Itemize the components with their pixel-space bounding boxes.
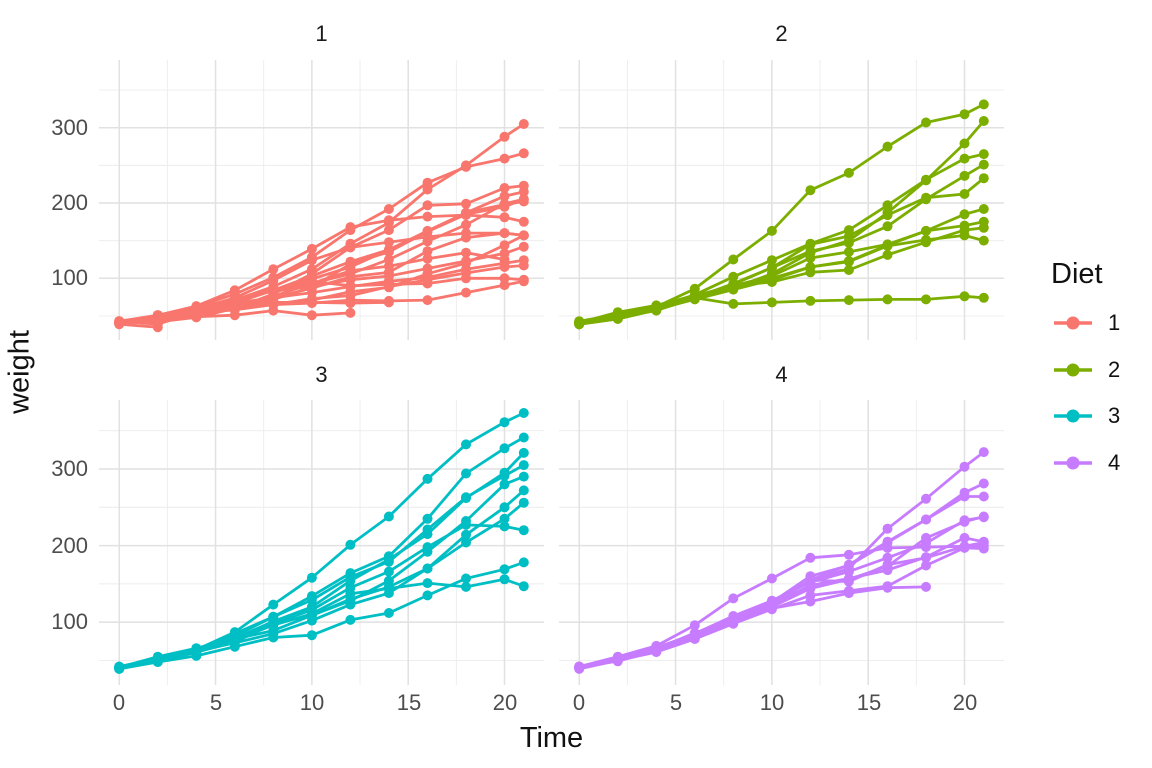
chick-line-30: [579, 233, 985, 324]
legend-item-label: 4: [1108, 450, 1121, 475]
chick-lines: [118, 411, 525, 671]
chick-line-38: [118, 475, 525, 669]
major-gridlines: [559, 60, 1004, 340]
minor-gridlines: [559, 400, 1004, 685]
chick-points: [114, 408, 529, 674]
panel-diet-3: [99, 400, 544, 685]
x-tick-label: 0: [572, 690, 586, 715]
chick-lines: [118, 122, 525, 329]
major-gridlines: [99, 400, 544, 685]
chick-line-37: [119, 561, 525, 669]
x-tick-label: 10: [299, 690, 325, 715]
legend-item-label: 3: [1108, 403, 1121, 428]
chick-line-42: [579, 482, 985, 668]
y-axis-title: weight: [3, 330, 36, 414]
panel-diet-1: [99, 60, 544, 340]
panel-diet-2: [559, 60, 1004, 340]
y-tick-label: 300: [51, 456, 88, 481]
legend-item-diet-3: 3: [1053, 402, 1120, 430]
chick-line-21: [578, 103, 985, 325]
legend-key-icon: [1054, 316, 1092, 330]
legend-item-label: 2: [1108, 357, 1121, 382]
legend-key-icon: [1054, 409, 1092, 423]
legend-item-diet-2: 2: [1053, 356, 1120, 384]
chick-line-18: [119, 322, 158, 329]
major-gridlines: [559, 400, 1004, 685]
chick-points: [114, 119, 529, 333]
x-tick-label: 10: [759, 690, 785, 715]
legend-title: Diet: [1051, 258, 1103, 290]
chick-lines: [578, 450, 985, 671]
chick-line-39: [118, 489, 525, 668]
x-axis-title: Time: [519, 722, 584, 754]
legend-item-diet-1: 1: [1053, 309, 1120, 337]
chick-lines: [578, 103, 985, 326]
x-tick-label: 0: [112, 690, 126, 715]
chick-points: [574, 447, 989, 674]
x-tick-label: 5: [669, 690, 683, 715]
chick-points: [574, 99, 989, 330]
facet-strip-diet-2: 2: [775, 21, 788, 46]
x-tick-label: 15: [856, 690, 882, 715]
x-tick-label: 5: [209, 690, 223, 715]
facet-strip-diet-4: 4: [775, 362, 788, 387]
legend-key-icon: [1054, 456, 1092, 470]
chick-line-40: [118, 451, 525, 669]
x-tick-label: 20: [492, 690, 518, 715]
panel-diet-4: [559, 400, 1004, 685]
x-tick-label: 15: [396, 690, 422, 715]
facet-strip-diet-3: 3: [315, 362, 328, 387]
minor-gridlines: [99, 400, 544, 685]
x-tick-label: 20: [952, 690, 978, 715]
chick-line-50: [578, 495, 984, 669]
y-tick-label: 100: [51, 609, 88, 634]
legend-item-diet-4: 4: [1053, 449, 1120, 477]
y-tick-label: 300: [51, 115, 88, 140]
chick-line-35: [118, 411, 525, 669]
legend-item-label: 1: [1108, 310, 1121, 335]
y-tick-label: 200: [51, 533, 88, 558]
chick-line-43: [578, 544, 984, 668]
chick-line-20: [119, 264, 524, 325]
y-tick-label: 100: [51, 265, 88, 290]
facet-strip-diet-1: 1: [315, 21, 328, 46]
legend-key-icon: [1054, 363, 1092, 377]
y-tick-label: 200: [51, 190, 88, 215]
